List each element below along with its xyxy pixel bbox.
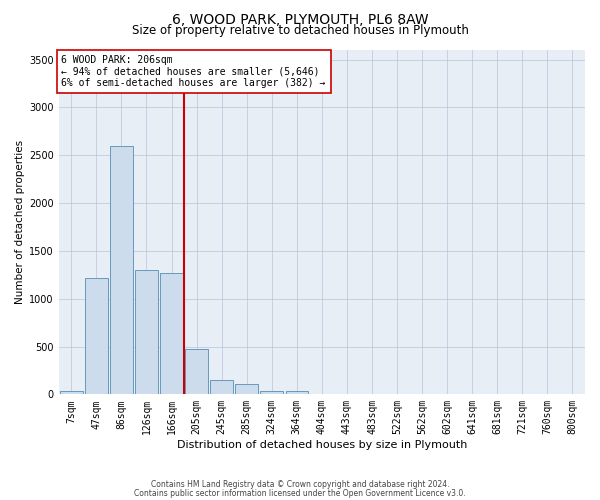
Text: Contains public sector information licensed under the Open Government Licence v3: Contains public sector information licen… — [134, 489, 466, 498]
Bar — [211, 380, 233, 394]
Bar — [185, 350, 208, 395]
X-axis label: Distribution of detached houses by size in Plymouth: Distribution of detached houses by size … — [177, 440, 467, 450]
Bar — [260, 392, 283, 394]
Bar — [235, 384, 258, 394]
Bar — [110, 146, 133, 394]
Bar — [286, 392, 308, 394]
Text: Contains HM Land Registry data © Crown copyright and database right 2024.: Contains HM Land Registry data © Crown c… — [151, 480, 449, 489]
Bar — [60, 392, 83, 394]
Bar — [160, 273, 183, 394]
Text: 6, WOOD PARK, PLYMOUTH, PL6 8AW: 6, WOOD PARK, PLYMOUTH, PL6 8AW — [172, 12, 428, 26]
Y-axis label: Number of detached properties: Number of detached properties — [15, 140, 25, 304]
Text: 6 WOOD PARK: 206sqm
← 94% of detached houses are smaller (5,646)
6% of semi-deta: 6 WOOD PARK: 206sqm ← 94% of detached ho… — [61, 55, 326, 88]
Text: Size of property relative to detached houses in Plymouth: Size of property relative to detached ho… — [131, 24, 469, 37]
Bar — [85, 278, 107, 394]
Bar — [135, 270, 158, 394]
